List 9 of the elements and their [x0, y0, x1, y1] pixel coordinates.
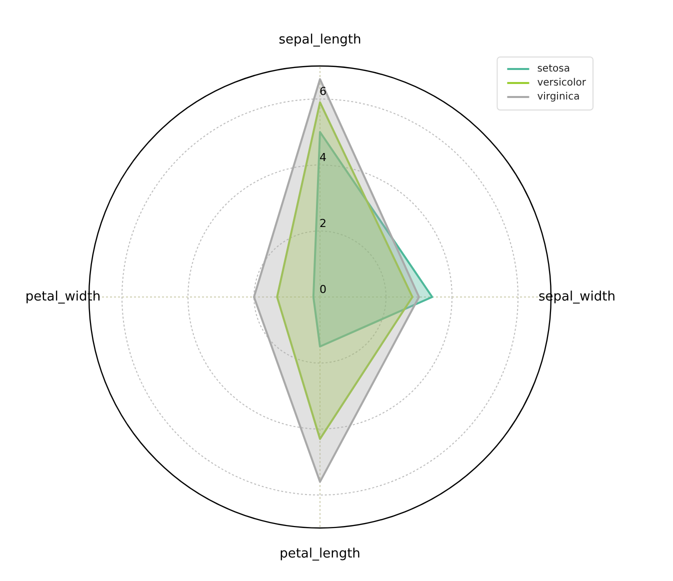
spoke-label: sepal_length	[278, 32, 362, 48]
spoke-label: petal_length	[280, 546, 360, 562]
y-tick-label: 0	[320, 282, 326, 296]
y-tick-label: 4	[320, 150, 326, 164]
y-tick-label: 6	[320, 84, 326, 98]
legend-label: virginica	[537, 92, 580, 103]
y-tick-label: 2	[320, 216, 326, 230]
legend-label: setosa	[537, 64, 570, 75]
legend-label: versicolor	[537, 78, 587, 89]
